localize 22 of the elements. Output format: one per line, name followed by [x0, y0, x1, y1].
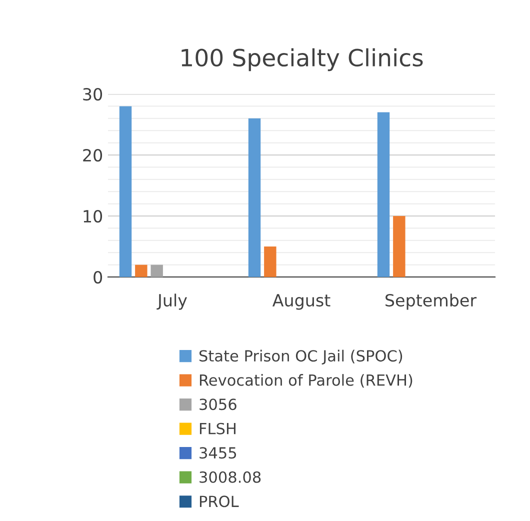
y-tick-label: 0: [94, 270, 102, 284]
bar: [119, 106, 132, 277]
x-tick-label: July: [156, 294, 187, 310]
legend-label: Revocation of Parole (REVH): [200, 374, 412, 388]
chart-title: 100 Specialty Clinics: [182, 48, 423, 72]
bar: [377, 112, 390, 277]
x-tick-label: August: [272, 294, 330, 310]
y-tick-label: 20: [83, 148, 102, 162]
bar: [150, 264, 163, 277]
legend-label: State Prison OC Jail (SPOC): [199, 350, 402, 364]
y-tick-label: 30: [83, 88, 102, 101]
legend-label: 3008.08: [200, 471, 261, 483]
bar: [135, 264, 148, 277]
bar: [248, 118, 261, 277]
y-tick-label: 10: [84, 210, 102, 223]
bar: [393, 216, 406, 277]
legend-label: PROL: [200, 496, 239, 508]
legend-label: 3455: [200, 447, 236, 459]
bar: [264, 246, 276, 277]
legend-label: FLSH: [200, 422, 236, 434]
x-tick-label: September: [386, 294, 477, 310]
legend-label: 3056: [200, 398, 236, 410]
